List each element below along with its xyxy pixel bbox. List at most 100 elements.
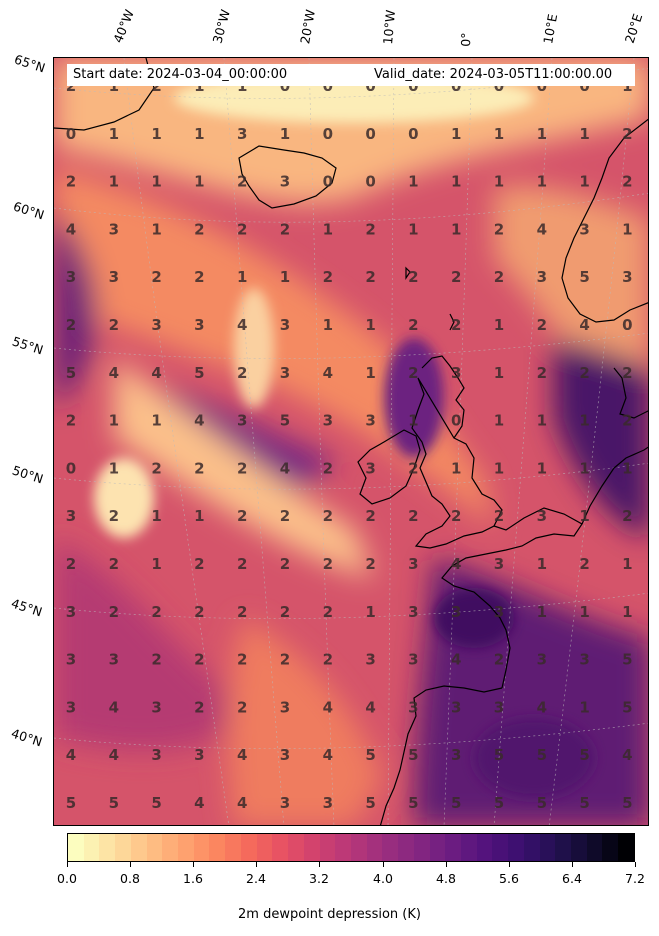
colorbar-segment: [209, 834, 226, 861]
grid-value-label: 1: [494, 364, 504, 382]
grid-value-label: 1: [323, 220, 333, 238]
grid-value-label: 3: [408, 603, 418, 621]
grid-value-label: 4: [109, 698, 119, 716]
valid-date-label: Valid_date: 2024-03-05T11:00:00.00: [374, 67, 613, 82]
colorbar-segment: [303, 834, 320, 861]
grid-value-label: 3: [323, 412, 333, 430]
grid-value-label: 1: [365, 603, 375, 621]
colorbar-segment: [288, 834, 304, 861]
grid-value-label: 2: [408, 507, 418, 525]
grid-value-label: 3: [451, 746, 461, 764]
grid-value-label: 3: [151, 746, 161, 764]
moist-band: [227, 618, 384, 825]
grid-value-label: 2: [280, 603, 290, 621]
iberia-coast: [379, 685, 503, 825]
moist-spot: [94, 458, 154, 538]
grid-value-label: 3: [280, 364, 290, 382]
colorbar-tick-mark: [509, 862, 510, 867]
grid-value-label: 1: [408, 173, 418, 191]
colorbar-segment: [429, 834, 446, 861]
grid-value-label: 2: [537, 364, 547, 382]
grid-value-label: 0: [494, 77, 504, 95]
grid-value-label: 2: [451, 316, 461, 334]
grid-value-label: 2: [622, 507, 632, 525]
colorbar-segment: [555, 834, 571, 861]
colorbar-segment: [225, 834, 241, 861]
grid-value-label: 5: [494, 794, 504, 812]
grid-value-label: 3: [194, 746, 204, 764]
colorbar-tick-label: 3.2: [309, 871, 329, 886]
grid-value-label: 2: [109, 507, 119, 525]
dry-spot: [384, 338, 444, 458]
grid-value-label: 0: [66, 125, 76, 143]
grid-value-label: 2: [151, 459, 161, 477]
grid-value-label: 3: [579, 220, 589, 238]
grid-value-label: 0: [408, 77, 418, 95]
grid-value-label: 2: [537, 316, 547, 334]
grid-value-label: 4: [323, 364, 333, 382]
grid-value-label: 3: [237, 125, 247, 143]
grid-value-label: 2: [622, 364, 632, 382]
grid-value-label: 3: [579, 651, 589, 669]
grid-value-label: 4: [537, 698, 547, 716]
header-box: [67, 64, 635, 86]
grid-value-label: 2: [151, 651, 161, 669]
grid-value-label: 1: [494, 412, 504, 430]
start-date-label: Start date: 2024-03-04_00:00:00: [73, 67, 288, 82]
grid-value-label: 3: [451, 364, 461, 382]
grid-value-label: 0: [365, 77, 375, 95]
england-coast: [411, 377, 503, 549]
grid-value-label: 2: [237, 698, 247, 716]
grid-value-label: 1: [537, 459, 547, 477]
grid-value-label: 5: [66, 364, 76, 382]
colorbar-tick-mark: [130, 862, 131, 867]
colorbar-segment: [83, 834, 100, 861]
grid-value-label: 1: [537, 555, 547, 573]
grid-value-label: 4: [537, 220, 547, 238]
grid-value-label: 1: [151, 507, 161, 525]
dry-area: [54, 538, 254, 751]
colorbar-segment: [99, 834, 116, 861]
grid-value-label: 3: [109, 220, 119, 238]
colorbar-tick-mark: [572, 862, 573, 867]
grid-value-label: 1: [194, 173, 204, 191]
grid-value-label: 1: [151, 173, 161, 191]
grid-value-label: 0: [280, 77, 290, 95]
grid-value-label: 3: [66, 651, 76, 669]
grid-value-label: 4: [323, 746, 333, 764]
grid-value-label: 1: [451, 220, 461, 238]
grid-value-label: 0: [537, 77, 547, 95]
grid-value-label: 1: [451, 459, 461, 477]
grid-value-label: 2: [365, 507, 375, 525]
grid-value-label: 3: [109, 268, 119, 286]
colorbar-tick-label: 4.8: [436, 871, 456, 886]
grid-value-label: 3: [537, 268, 547, 286]
moist-band: [114, 358, 374, 578]
grid-value-label: 1: [579, 412, 589, 430]
colorbar-tick-label: 5.6: [499, 871, 519, 886]
grid-value-label: 1: [109, 173, 119, 191]
grid-value-label: 2: [323, 651, 333, 669]
grid-value-label: 3: [109, 651, 119, 669]
grid-value-label: 5: [451, 794, 461, 812]
colorbar-tick-label: 0.0: [57, 871, 77, 886]
grid-value-label: 2: [151, 77, 161, 95]
grid-value-label: 2: [323, 603, 333, 621]
grid-value-label: 1: [365, 364, 375, 382]
lat-label-55n: 55°N: [10, 333, 46, 358]
grid-value-label: 5: [280, 412, 290, 430]
grid-value-label: 0: [66, 459, 76, 477]
grid-value-label: 3: [66, 268, 76, 286]
grid-value-label: 2: [494, 507, 504, 525]
colorbar-tick-label: 1.6: [183, 871, 203, 886]
grid-value-label: 1: [408, 220, 418, 238]
grid-value-label: 3: [66, 507, 76, 525]
grid-value-label: 2: [66, 173, 76, 191]
grid-value-label: 5: [537, 746, 547, 764]
colorbar-segment: [508, 834, 524, 861]
grid-value-label: 3: [494, 698, 504, 716]
grid-value-label: 2: [408, 268, 418, 286]
colorbar-segment: [130, 834, 147, 861]
grid-value-label: 3: [280, 794, 290, 812]
lat-label-40n: 40°N: [9, 725, 45, 750]
